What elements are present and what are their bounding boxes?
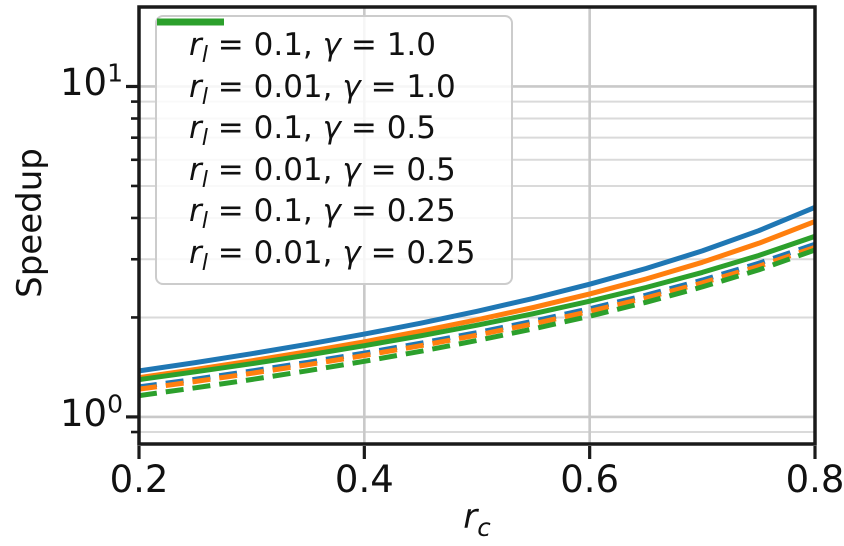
legend-label: rl = 0.1, γ = 0.5 (189, 110, 436, 152)
legend-dashed-line-swatch (157, 18, 224, 26)
y-tick-label: 100 (33, 391, 123, 435)
plot-border (137, 5, 817, 446)
x-axis-label: rc (397, 497, 557, 542)
x-axis-label-sub: c (477, 512, 491, 542)
x-axis-label-var: r (463, 497, 478, 537)
legend-label: rl = 0.1, γ = 1.0 (189, 27, 436, 69)
y-tick-exponent: 0 (107, 389, 123, 419)
y-tick-base: 10 (60, 61, 108, 105)
legend-label: rl = 0.1, γ = 0.25 (189, 193, 456, 235)
legend-row: rl = 0.01, γ = 1.0 (157, 18, 511, 111)
x-tick-label: 0.8 (785, 458, 844, 501)
curve-0.1-g0.25 (139, 233, 815, 383)
x-tick-label: 0.4 (334, 458, 394, 501)
legend-row: rl = 0.01, γ = 0.25 (157, 18, 511, 277)
y-tick-label: 101 (33, 61, 123, 105)
data-curves (139, 204, 815, 399)
curve-0.1-g0.5 (139, 219, 815, 381)
curve-0.01-g0.25 (139, 247, 815, 399)
axes-frame (126, 5, 817, 459)
y-axis-label: Speedup (10, 148, 50, 298)
y-tick-exponent: 1 (107, 59, 123, 89)
legend-label: rl = 0.01, γ = 0.25 (189, 234, 476, 276)
legend-row: rl = 0.1, γ = 0.5 (157, 18, 511, 152)
legend: rl = 0.1, γ = 1.0 rl = 0.01, γ = 1.0 rl = … (155, 15, 513, 285)
x-tick-label: 0.2 (109, 458, 169, 501)
legend-label: rl = 0.01, γ = 1.0 (189, 68, 456, 110)
y-tick-base: 10 (60, 391, 108, 435)
legend-row: rl = 0.01, γ = 0.5 (157, 18, 511, 194)
curve-0.01-g0.5 (139, 245, 815, 392)
x-tick-label: 0.6 (560, 458, 620, 501)
legend-row: rl = 0.1, γ = 1.0 (157, 18, 511, 69)
legend-row: rl = 0.1, γ = 0.25 (157, 18, 511, 235)
legend-label: rl = 0.01, γ = 0.5 (189, 151, 456, 193)
curve-0.1-g1.0 (139, 204, 815, 374)
